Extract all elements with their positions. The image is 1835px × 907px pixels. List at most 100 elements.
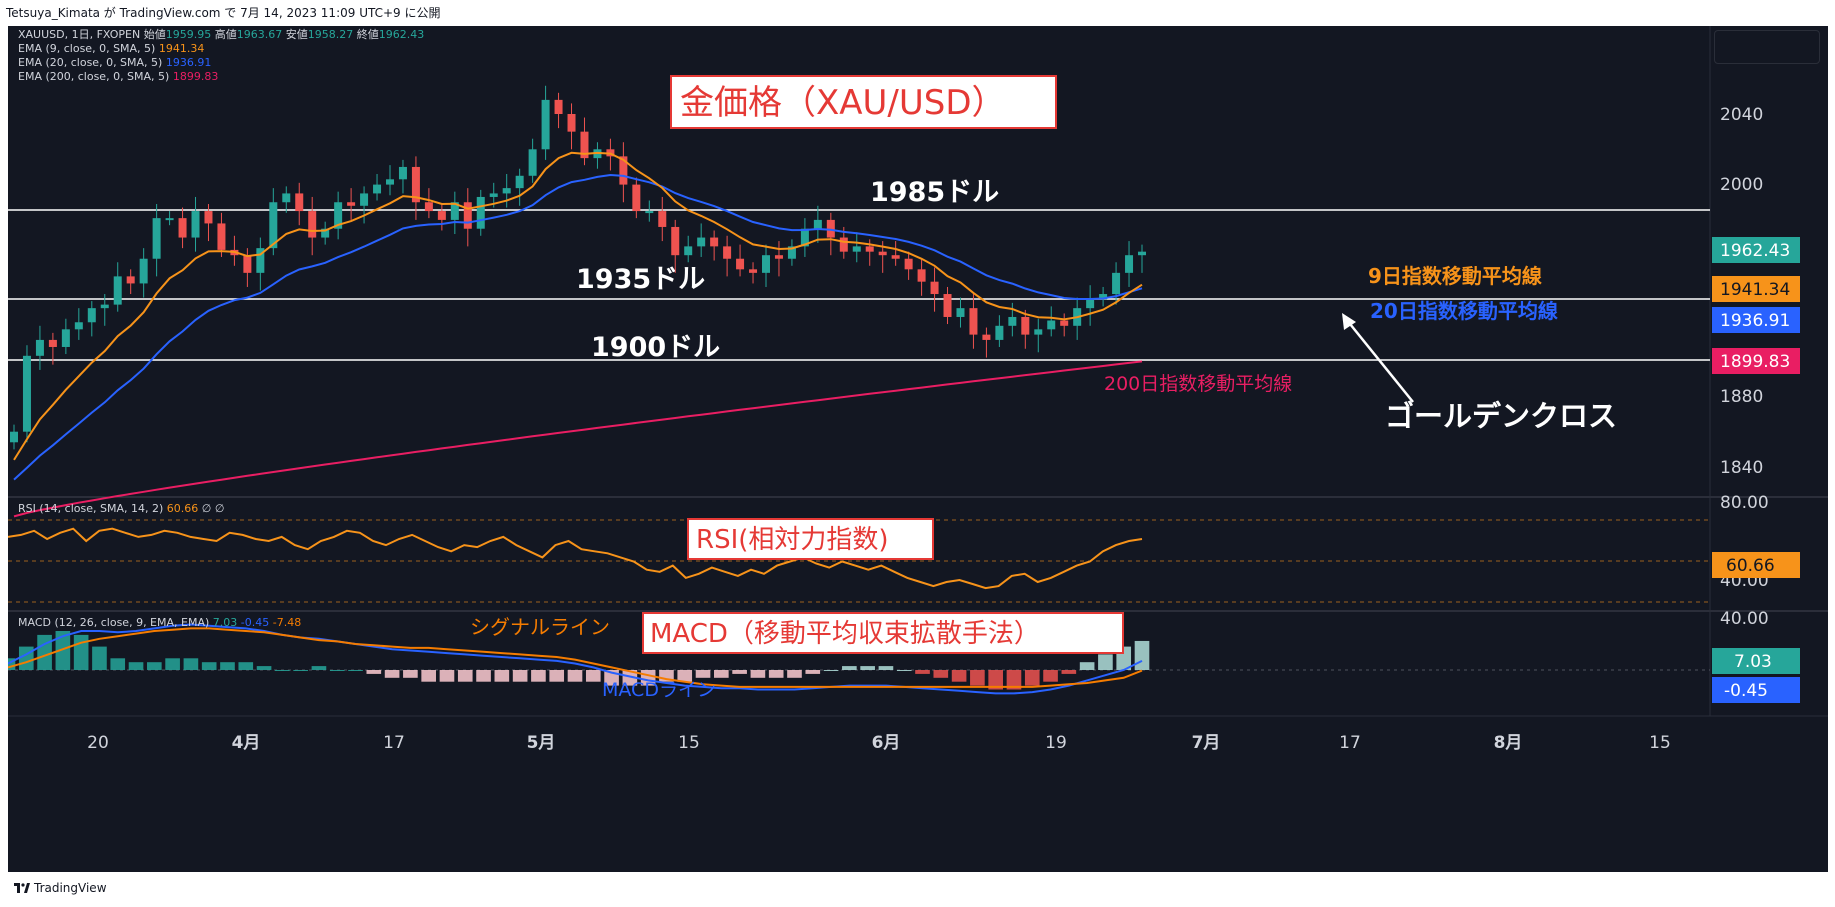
candle-body[interactable] xyxy=(515,175,524,189)
candle-body[interactable] xyxy=(684,246,693,256)
candle-body[interactable] xyxy=(139,258,148,284)
macd-legend[interactable]: MACD (12, 26, close, 9, EMA, EMA) 7.03 -… xyxy=(18,616,301,630)
candle-body[interactable] xyxy=(969,308,978,335)
candle-body[interactable] xyxy=(373,184,382,194)
annotation-macd-line[interactable]: MACDライン xyxy=(602,679,716,701)
candle-body[interactable] xyxy=(347,202,356,206)
macd-title-box[interactable] xyxy=(642,612,1124,654)
candle-body[interactable] xyxy=(152,218,161,259)
candle-body[interactable] xyxy=(386,179,394,185)
candle-body[interactable] xyxy=(800,228,809,247)
candle-body[interactable] xyxy=(1138,251,1146,256)
golden-cross-arrow[interactable] xyxy=(1345,318,1414,403)
candle-body[interactable] xyxy=(645,211,654,214)
candle-body[interactable] xyxy=(321,228,330,238)
candle-body[interactable] xyxy=(295,193,304,212)
annotation-signal-line[interactable]: シグナルライン xyxy=(470,615,610,639)
chart-svg[interactable]: 2040 2000 1880 1840 80.00 40.00 40.00 19… xyxy=(8,26,1828,872)
candle-body[interactable] xyxy=(178,218,187,238)
annotation-1985[interactable]: 1985ドル xyxy=(870,177,999,208)
candle-body[interactable] xyxy=(891,255,900,259)
candle-body[interactable] xyxy=(398,166,407,180)
candle-body[interactable] xyxy=(1125,255,1134,273)
rsi-title-box[interactable] xyxy=(687,518,934,560)
tradingview-brand[interactable]: TradingView xyxy=(14,881,107,895)
candle-body[interactable] xyxy=(165,218,174,221)
candle-body[interactable] xyxy=(74,322,83,330)
candle-body[interactable] xyxy=(100,304,109,309)
candle-body[interactable] xyxy=(736,258,745,270)
candle-body[interactable] xyxy=(113,276,122,305)
title-box[interactable] xyxy=(670,75,1057,129)
candle-body[interactable] xyxy=(87,308,96,323)
candle-body[interactable] xyxy=(995,325,1004,340)
candle-body[interactable] xyxy=(1099,294,1108,300)
candle-body[interactable] xyxy=(463,202,472,229)
candle-body[interactable] xyxy=(554,99,563,114)
candle-body[interactable] xyxy=(360,193,369,206)
candle-body[interactable] xyxy=(48,339,57,347)
candle-body[interactable] xyxy=(878,251,887,256)
candle-body[interactable] xyxy=(1060,320,1069,326)
candle-body[interactable] xyxy=(943,294,952,317)
candle-body[interactable] xyxy=(658,211,667,227)
candle-body[interactable] xyxy=(852,246,861,252)
candle-body[interactable] xyxy=(541,99,550,150)
main-legend[interactable]: XAUUSD, 1日, FXOPEN 始値1959.95 高値1963.67 安… xyxy=(18,28,424,84)
candle-body[interactable] xyxy=(450,202,459,220)
candle-body[interactable] xyxy=(917,269,926,282)
candle-body[interactable] xyxy=(671,226,680,256)
candle-body[interactable] xyxy=(839,237,848,252)
candle-body[interactable] xyxy=(1034,329,1043,335)
macd-histogram[interactable] xyxy=(8,631,1150,690)
candle-body[interactable] xyxy=(865,246,874,252)
candle-body[interactable] xyxy=(502,188,511,194)
candle-body[interactable] xyxy=(787,246,796,259)
macd-line[interactable] xyxy=(8,623,1143,695)
candle-body[interactable] xyxy=(749,269,758,273)
candle-body[interactable] xyxy=(204,211,213,224)
annotation-ema20[interactable]: 20日指数移動平均線 xyxy=(1370,299,1558,323)
candle-body[interactable] xyxy=(334,202,343,229)
candle-body[interactable] xyxy=(61,329,70,347)
candle-body[interactable] xyxy=(1021,316,1030,335)
candle-body[interactable] xyxy=(217,223,226,250)
candle-body[interactable] xyxy=(1112,272,1121,295)
candle-body[interactable] xyxy=(619,156,628,185)
candle-body[interactable] xyxy=(269,202,278,249)
ema9-line[interactable] xyxy=(13,151,1143,461)
candle-body[interactable] xyxy=(256,248,265,273)
candle-body[interactable] xyxy=(580,131,589,159)
candle-body[interactable] xyxy=(1086,299,1095,309)
candle-body[interactable] xyxy=(956,308,965,317)
candle-body[interactable] xyxy=(632,184,641,212)
candle-body[interactable] xyxy=(904,258,913,270)
chart-area[interactable]: 2040 2000 1880 1840 80.00 40.00 40.00 19… xyxy=(8,26,1828,872)
candle-body[interactable] xyxy=(126,276,135,284)
candle-body[interactable] xyxy=(424,202,433,212)
candle-body[interactable] xyxy=(930,281,939,295)
candle-body[interactable] xyxy=(437,211,446,220)
annotation-ema9[interactable]: 9日指数移動平均線 xyxy=(1368,264,1542,288)
candle-body[interactable] xyxy=(774,255,783,259)
ema20-line[interactable] xyxy=(13,173,1143,481)
annotation-1935[interactable]: 1935ドル xyxy=(576,264,705,295)
candle-body[interactable] xyxy=(10,431,18,443)
candle-body[interactable] xyxy=(723,246,732,259)
toolbar-placeholder[interactable] xyxy=(1714,30,1820,64)
candle-body[interactable] xyxy=(411,166,420,203)
candle-body[interactable] xyxy=(528,149,537,176)
candle-body[interactable] xyxy=(697,237,706,247)
annotation-ema200[interactable]: 200日指数移動平均線 xyxy=(1104,373,1292,395)
candle-body[interactable] xyxy=(35,339,44,356)
candle-body[interactable] xyxy=(567,114,576,132)
candle-body[interactable] xyxy=(710,237,719,247)
candle-body[interactable] xyxy=(282,193,291,203)
time-axis[interactable]: 20 4月 17 5月 15 6月 19 7月 17 8月 15 xyxy=(87,733,1671,753)
candle-body[interactable] xyxy=(489,193,498,197)
candle-body[interactable] xyxy=(813,219,822,229)
candle-body[interactable] xyxy=(762,255,770,273)
rsi-line[interactable] xyxy=(8,527,1143,590)
candle-body[interactable] xyxy=(982,334,991,340)
candle-body[interactable] xyxy=(1047,320,1056,330)
